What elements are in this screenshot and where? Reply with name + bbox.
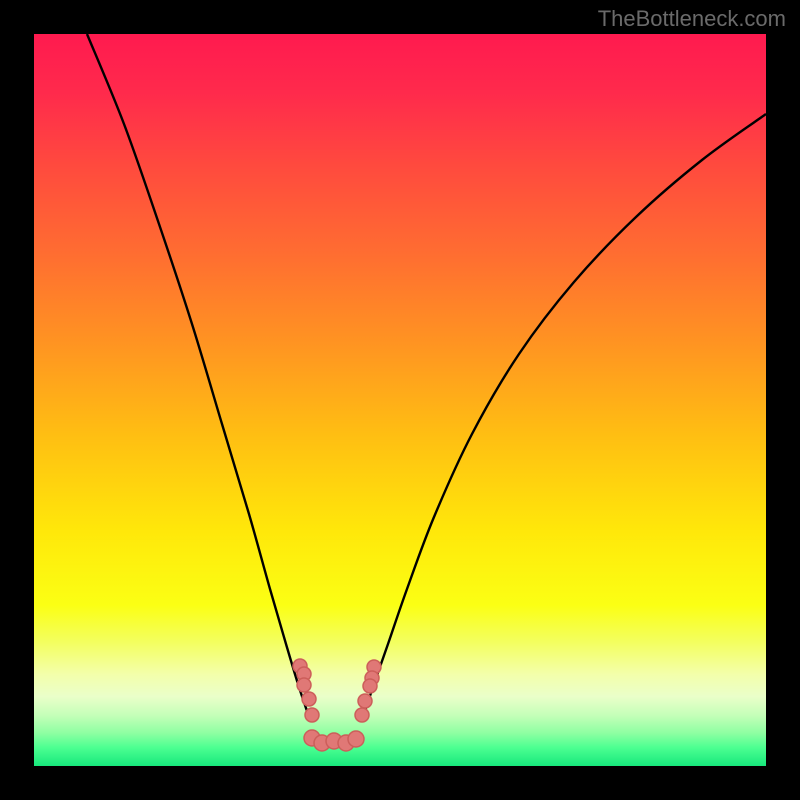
- marker-dot: [305, 708, 319, 722]
- marker-dot: [302, 692, 316, 706]
- marker-dot: [355, 708, 369, 722]
- plot-area: [34, 34, 766, 766]
- markers-group: [293, 659, 381, 751]
- markers-layer: [34, 34, 766, 766]
- marker-dot: [297, 678, 311, 692]
- marker-dot: [358, 694, 372, 708]
- marker-dot: [348, 731, 364, 747]
- watermark-text: TheBottleneck.com: [598, 6, 786, 32]
- marker-dot: [363, 679, 377, 693]
